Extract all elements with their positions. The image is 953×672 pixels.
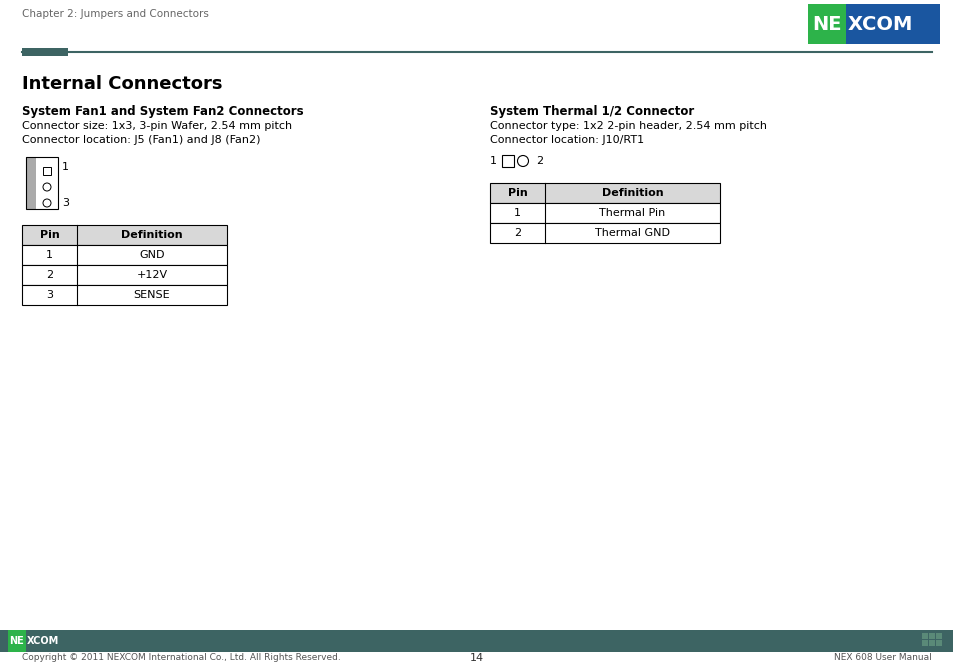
Bar — [935, 640, 941, 646]
Bar — [490, 223, 720, 243]
Text: SENSE: SENSE — [133, 290, 171, 300]
Text: GND: GND — [139, 250, 165, 260]
Text: COM: COM — [862, 15, 911, 34]
Bar — [22, 245, 227, 265]
Text: Definition: Definition — [121, 230, 183, 240]
Text: NE: NE — [811, 15, 841, 34]
Bar — [26, 157, 58, 209]
Text: NEX 608 User Manual: NEX 608 User Manual — [833, 653, 931, 663]
Text: NE: NE — [9, 636, 24, 646]
Text: 3: 3 — [62, 198, 69, 208]
Bar — [921, 640, 927, 646]
Bar — [22, 225, 227, 245]
Circle shape — [517, 155, 528, 167]
Text: Thermal GND: Thermal GND — [595, 228, 669, 238]
Text: Thermal Pin: Thermal Pin — [598, 208, 665, 218]
Bar — [921, 633, 927, 639]
Text: Connector location: J10/RT1: Connector location: J10/RT1 — [490, 135, 643, 145]
Text: Definition: Definition — [601, 188, 662, 198]
Text: Copyright © 2011 NEXCOM International Co., Ltd. All Rights Reserved.: Copyright © 2011 NEXCOM International Co… — [22, 653, 340, 663]
Bar — [22, 285, 227, 305]
Bar — [22, 48, 68, 56]
Circle shape — [43, 183, 51, 191]
Text: Pin: Pin — [507, 188, 527, 198]
Text: +12V: +12V — [136, 270, 168, 280]
Text: 2: 2 — [46, 270, 53, 280]
Text: Internal Connectors: Internal Connectors — [22, 75, 222, 93]
Text: Connector location: J5 (Fan1) and J8 (Fan2): Connector location: J5 (Fan1) and J8 (Fa… — [22, 135, 260, 145]
Bar — [928, 640, 934, 646]
Text: XCOM: XCOM — [27, 636, 59, 646]
Text: X: X — [847, 15, 862, 34]
Text: 1: 1 — [62, 162, 69, 172]
Bar — [0, 630, 953, 652]
Bar — [928, 633, 934, 639]
Bar — [501, 155, 514, 167]
Bar — [845, 4, 939, 44]
Bar — [26, 157, 36, 209]
Text: 3: 3 — [46, 290, 53, 300]
Text: 2: 2 — [536, 156, 542, 166]
Bar — [490, 203, 720, 223]
Bar — [8, 630, 26, 652]
Text: Connector size: 1x3, 3-pin Wafer, 2.54 mm pitch: Connector size: 1x3, 3-pin Wafer, 2.54 m… — [22, 121, 292, 131]
Text: Pin: Pin — [40, 230, 59, 240]
Text: Connector type: 1x2 2-pin header, 2.54 mm pitch: Connector type: 1x2 2-pin header, 2.54 m… — [490, 121, 766, 131]
Bar — [807, 4, 845, 44]
Text: System Fan1 and System Fan2 Connectors: System Fan1 and System Fan2 Connectors — [22, 105, 303, 118]
Bar — [22, 265, 227, 285]
Text: 1: 1 — [514, 208, 520, 218]
Bar — [490, 183, 720, 203]
Text: System Thermal 1/2 Connector: System Thermal 1/2 Connector — [490, 105, 694, 118]
Text: 1: 1 — [490, 156, 497, 166]
Circle shape — [43, 199, 51, 207]
Text: Chapter 2: Jumpers and Connectors: Chapter 2: Jumpers and Connectors — [22, 9, 209, 19]
Text: 2: 2 — [514, 228, 520, 238]
Text: 1: 1 — [46, 250, 53, 260]
Text: 14: 14 — [470, 653, 483, 663]
Bar — [935, 633, 941, 639]
Bar — [43, 167, 51, 175]
